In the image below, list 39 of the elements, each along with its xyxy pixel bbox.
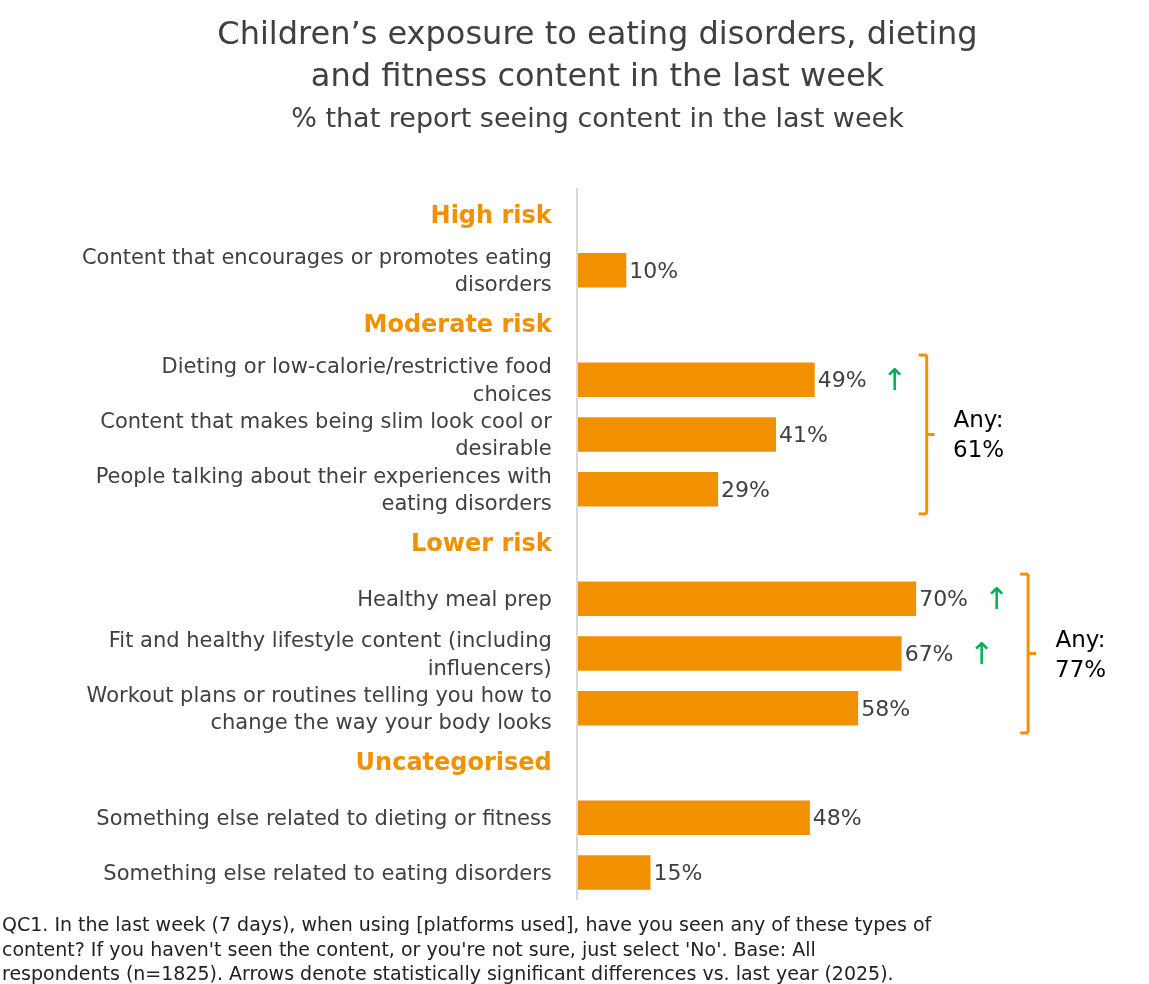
bar bbox=[578, 800, 810, 836]
bar bbox=[578, 252, 627, 288]
data-label: 29% bbox=[721, 476, 770, 502]
data-label: 70% bbox=[919, 586, 969, 612]
data-label: 49% bbox=[817, 367, 867, 393]
y-tick-label: Workout plans or routines telling you how to change the way your body looks bbox=[86, 683, 552, 735]
y-tick-label: Something else related to eating disorders bbox=[103, 860, 552, 885]
y-tick-label: People talking about their experiences with eating disorders bbox=[95, 463, 552, 516]
bar bbox=[578, 691, 859, 726]
y-tick-label: Content that makes being slim look cool or desirable bbox=[100, 409, 553, 461]
chart-title: Children’s exposure to eating disorders, dieting and fitness content in the last week bbox=[217, 14, 978, 94]
y-tick-label: Healthy meal prep bbox=[357, 587, 552, 612]
y-tick-label: Uncategorised bbox=[355, 748, 552, 777]
text: Any: 77% bbox=[1055, 626, 1107, 682]
y-tick-label: Lower risk bbox=[411, 529, 553, 558]
text: Any: 61% bbox=[953, 406, 1005, 462]
chart-subtitle: % that report seeing content in the last week bbox=[291, 102, 905, 134]
y-tick-label: Content that encourages or promotes eating disorders bbox=[81, 244, 552, 297]
bar bbox=[578, 581, 917, 617]
y-tick-label: Moderate risk bbox=[363, 310, 553, 339]
y-tick-label: High risk bbox=[430, 200, 553, 229]
bar bbox=[578, 417, 777, 452]
data-label: 41% bbox=[779, 421, 828, 447]
annotation: ↑ bbox=[984, 581, 1010, 616]
bar bbox=[578, 855, 651, 890]
data-label: 48% bbox=[812, 805, 862, 831]
annotation: ↑ bbox=[969, 636, 995, 671]
y-tick-label: Something else related to dieting or fitness bbox=[96, 806, 552, 831]
y-tick-label: Dieting or low-calorie/restrictive food choices bbox=[161, 354, 552, 406]
text: QC1. In the last week (7 days), when using [platforms used], have you seen any of these types of content? If you haven't seen the content, or you're not sure, just select 'No'. Base: All respondents (n=1825). Arrows denote statistically significant differences vs. last year (2025). bbox=[2, 913, 933, 984]
bar bbox=[578, 362, 815, 397]
data-label: 67% bbox=[904, 641, 954, 667]
data-label: 15% bbox=[653, 860, 703, 886]
annotation: ↑ bbox=[882, 362, 908, 397]
bar bbox=[578, 636, 902, 671]
bar bbox=[578, 471, 719, 507]
data-label: 10% bbox=[629, 257, 679, 283]
data-label: 58% bbox=[861, 695, 911, 721]
y-tick-label: Fit and healthy lifestyle content (including influencers) bbox=[108, 628, 552, 680]
